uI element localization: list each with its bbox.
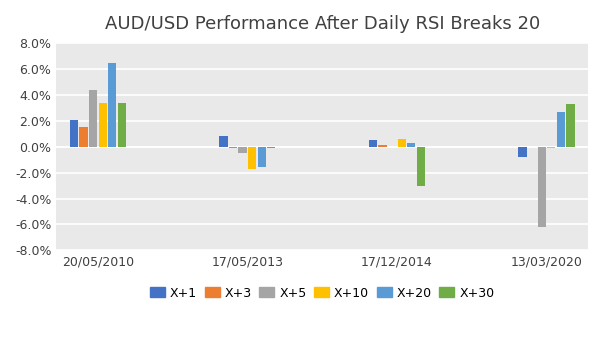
Bar	[519, 147, 527, 157]
Bar	[70, 120, 78, 147]
Bar	[229, 147, 237, 148]
Bar	[537, 147, 546, 227]
Bar	[108, 63, 116, 147]
Bar	[267, 147, 276, 148]
Bar	[369, 140, 377, 147]
Bar	[248, 147, 256, 169]
Bar	[219, 136, 228, 147]
Bar	[407, 143, 415, 147]
Bar	[566, 104, 575, 147]
Title: AUD/USD Performance After Daily RSI Breaks 20: AUD/USD Performance After Daily RSI Brea…	[104, 15, 540, 33]
Bar	[98, 103, 107, 147]
Bar	[547, 147, 555, 148]
Bar	[239, 147, 247, 153]
Bar	[417, 147, 425, 185]
Bar	[89, 90, 97, 147]
Bar	[80, 126, 87, 147]
Legend: X+1, X+3, X+5, X+10, X+20, X+30: X+1, X+3, X+5, X+10, X+20, X+30	[145, 282, 499, 304]
Bar	[397, 140, 406, 147]
Bar	[118, 103, 126, 147]
Bar	[557, 112, 565, 147]
Bar	[379, 145, 387, 147]
Bar	[257, 147, 266, 167]
